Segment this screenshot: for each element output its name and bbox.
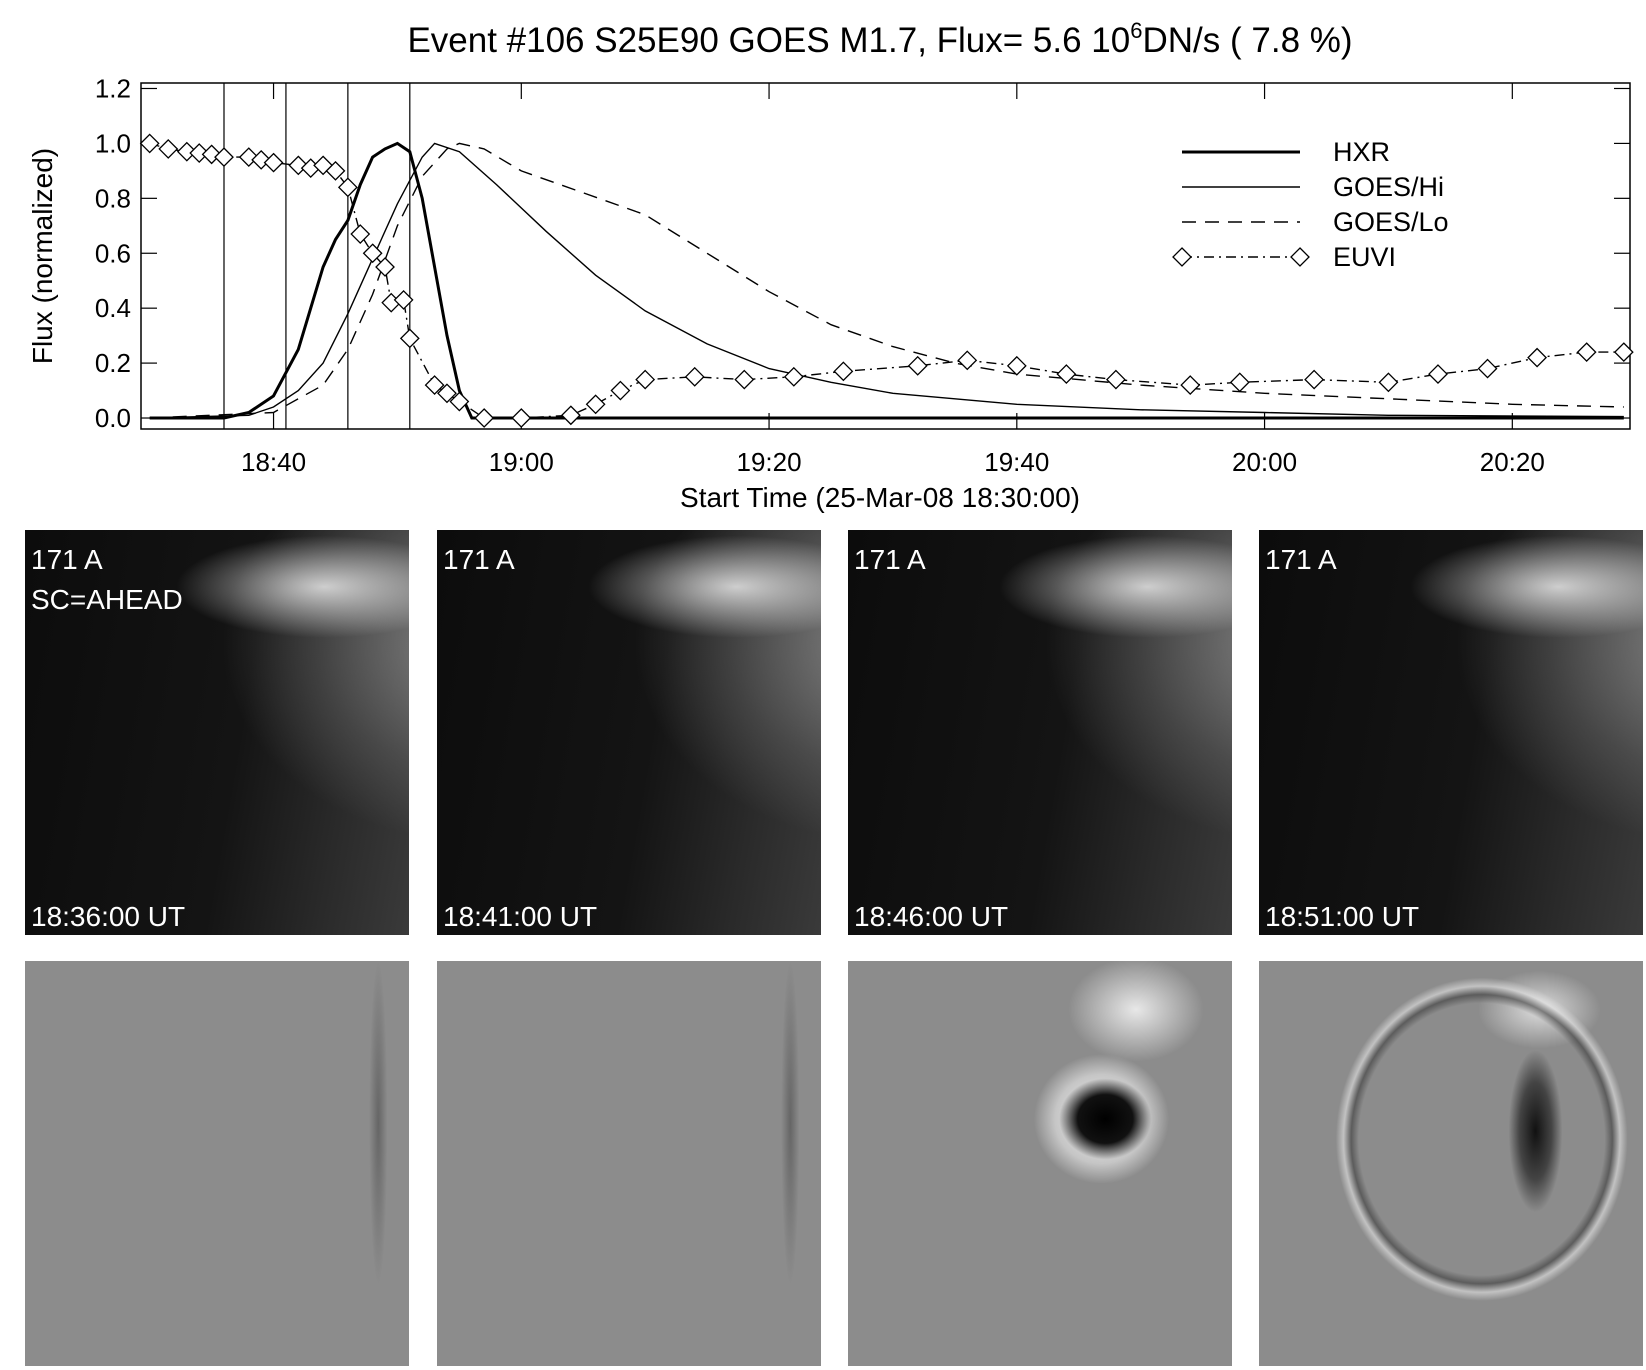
data-point [449, 391, 470, 412]
data-point [337, 177, 358, 198]
y-tick-label: 0.8 [95, 183, 131, 213]
data-point [375, 257, 395, 277]
data-point [1304, 369, 1325, 390]
difference-image [1259, 961, 1643, 1366]
legend-label: GOES/Lo [1333, 207, 1449, 237]
data-point [474, 408, 495, 428]
data-point [263, 152, 284, 173]
data-point [1105, 369, 1126, 390]
time-label: 18:46:00 UT [854, 901, 1009, 932]
data-point [684, 366, 705, 387]
wavelength-label: 171 A [854, 544, 926, 575]
data-point [610, 380, 631, 401]
data-point [1477, 358, 1498, 379]
data-point [238, 147, 259, 168]
series-line [149, 142, 1624, 419]
y-tick-label: 0.6 [95, 238, 131, 268]
data-point [1056, 364, 1077, 384]
x-axis-label: Start Time (25-Mar-08 18:30:00) [680, 482, 1080, 513]
title-rest: DN/s ( 7.8 %) [1143, 21, 1353, 60]
data-point [251, 149, 272, 170]
legend-marker [1172, 247, 1192, 267]
legend-label: GOES/Hi [1333, 172, 1444, 202]
legend-label: EUVI [1333, 242, 1396, 272]
data-point [734, 369, 755, 390]
data-point [189, 143, 210, 163]
data-point [511, 408, 532, 428]
y-axis-label: Flux (normalized) [27, 148, 58, 364]
data-point [1576, 342, 1597, 363]
series-line [149, 142, 1624, 419]
chart: Event #106 S25E90 GOES M1.7, Flux= 5.6 1… [27, 18, 1634, 513]
data-point [399, 328, 420, 349]
time-label: 18:51:00 UT [1265, 901, 1420, 932]
data-point [1378, 372, 1399, 393]
data-point [288, 155, 309, 176]
data-point [139, 133, 160, 154]
data-point [957, 350, 978, 371]
data-point [585, 394, 606, 415]
data-point [393, 290, 414, 310]
plot-frame [140, 82, 1631, 430]
legend-marker [1290, 247, 1310, 267]
spacecraft-label: SC=AHEAD [31, 584, 183, 615]
title-main: Event #106 S25E90 GOES M1.7, Flux= 5.6 1… [407, 21, 1130, 60]
x-tick-label: 20:00 [1232, 447, 1297, 477]
x-tick-label: 19:40 [984, 447, 1049, 477]
data-point [350, 224, 371, 244]
data-point [635, 369, 656, 390]
data-point [325, 160, 346, 181]
y-tick-label: 0.4 [95, 293, 131, 323]
x-tick-label: 18:40 [241, 447, 306, 477]
y-tick-label: 1.2 [95, 73, 131, 103]
image-panel: 171 A 18:46:00 UT [848, 530, 1232, 935]
data-point [783, 366, 804, 387]
data-point [158, 138, 179, 159]
data-point [1428, 364, 1448, 384]
image-panel: 171 A 18:41:00 UT [437, 530, 821, 935]
legend-label: HXR [1333, 137, 1390, 167]
time-label: 18:36:00 UT [31, 901, 186, 932]
x-tick-label: 19:20 [737, 447, 802, 477]
data-point [560, 405, 581, 426]
image-panel: 171 A 18:51:00 UT [1259, 530, 1643, 935]
image-panel: 171 A SC=AHEAD 18:36:00 UT [25, 530, 409, 935]
wavelength-label: 171 A [1265, 544, 1337, 575]
data-point [201, 144, 222, 165]
difference-image [848, 961, 1232, 1366]
x-tick-label: 20:20 [1480, 447, 1545, 477]
wavelength-label: 171 A [443, 544, 515, 575]
difference-image [437, 961, 821, 1366]
difference-image [25, 961, 409, 1366]
data-point [214, 147, 234, 168]
data-point [1229, 372, 1250, 393]
time-label: 18:41:00 UT [443, 901, 598, 932]
y-tick-label: 0.0 [95, 403, 131, 433]
y-tick-label: 1.0 [95, 128, 131, 158]
series-line [149, 141, 1624, 420]
data-point [313, 155, 334, 176]
data-point [1527, 347, 1548, 368]
y-tick-label: 0.2 [95, 348, 131, 378]
data-point [176, 141, 197, 162]
chart-title: Event #106 S25E90 GOES M1.7, Flux= 5.6 1… [407, 18, 1352, 60]
data-point [437, 383, 457, 404]
data-point [907, 355, 928, 376]
data-point [1613, 342, 1634, 363]
data-point [362, 243, 383, 264]
data-point [833, 361, 854, 382]
data-point [1006, 355, 1027, 376]
title-superscript: 6 [1130, 18, 1142, 43]
data-point [1180, 375, 1201, 395]
x-tick-label: 19:00 [489, 447, 554, 477]
wavelength-label: 171 A [31, 544, 103, 575]
data-point [424, 375, 445, 395]
